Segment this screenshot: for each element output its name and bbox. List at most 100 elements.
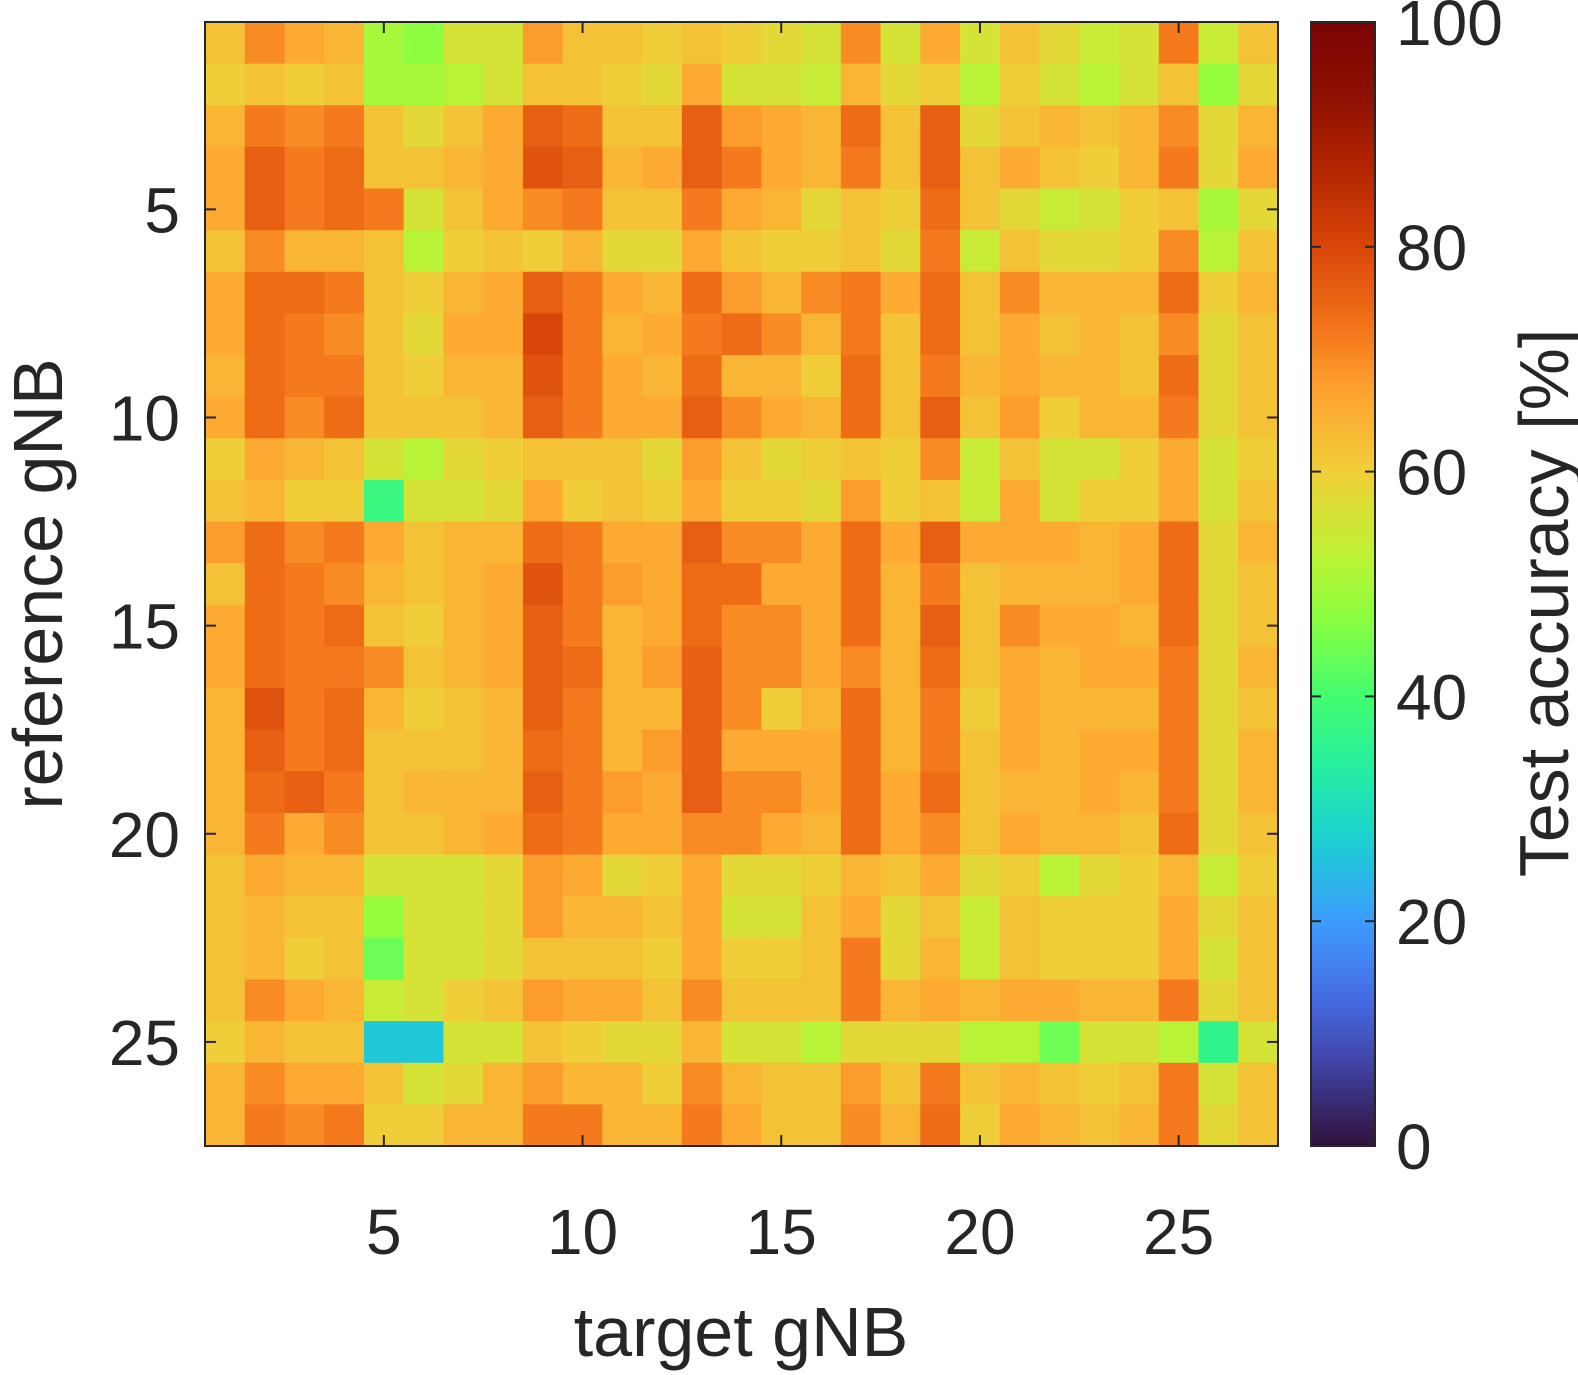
heatmap-cell [1119, 105, 1160, 148]
heatmap-cell [721, 396, 762, 439]
y-tick-label: 10 [109, 382, 180, 454]
heatmap-cell [642, 438, 683, 481]
heatmap-cell [761, 355, 802, 398]
heatmap-cell [880, 771, 921, 814]
heatmap-cell [761, 979, 802, 1022]
heatmap-cell [721, 271, 762, 315]
heatmap-cell [1039, 479, 1080, 523]
colorbar-tick-label: 20 [1396, 886, 1467, 958]
heatmap-cell [1238, 937, 1279, 981]
heatmap-cell [999, 1062, 1041, 1105]
heatmap-cell [840, 438, 882, 481]
heatmap-cell [443, 22, 484, 65]
heatmap-cell [761, 396, 802, 439]
heatmap-cell [1198, 521, 1239, 564]
heatmap-cell [483, 105, 524, 148]
heatmap-cell [244, 230, 286, 273]
heatmap-cell [840, 854, 882, 897]
heatmap-cell [761, 563, 802, 606]
heatmap-cell [443, 230, 484, 273]
heatmap-cell [1198, 188, 1239, 231]
heatmap-cell [522, 313, 564, 356]
heatmap-cell [999, 63, 1041, 106]
heatmap-cell [443, 521, 484, 564]
heatmap-cell [920, 1104, 961, 1147]
heatmap-cell [642, 63, 683, 106]
heatmap-cell [920, 1062, 961, 1105]
heatmap-cell [1198, 105, 1239, 148]
heatmap-cell [1039, 604, 1080, 648]
heatmap-cell [324, 271, 365, 315]
heatmap-cell [721, 688, 762, 731]
heatmap-cell [1119, 854, 1160, 897]
heatmap-cell [801, 937, 842, 981]
heatmap-cell [880, 63, 921, 106]
heatmap-cell [483, 896, 524, 939]
heatmap-cell [801, 521, 842, 564]
heatmap-cell [801, 355, 842, 398]
heatmap-cell [443, 355, 484, 398]
heatmap-cell [205, 646, 246, 689]
heatmap-cell [681, 979, 723, 1022]
heatmap-cell [880, 313, 921, 356]
heatmap-cell [920, 271, 961, 315]
heatmap-cell [642, 979, 683, 1022]
heatmap-cell [244, 521, 286, 564]
heatmap-cell [1079, 146, 1120, 190]
heatmap-cell [681, 479, 723, 523]
heatmap-cell [443, 563, 484, 606]
heatmap-cell [522, 230, 564, 273]
heatmap-cell [999, 937, 1041, 981]
heatmap-cell [483, 271, 524, 315]
heatmap-cell [363, 1021, 405, 1064]
heatmap-cell [642, 1021, 683, 1064]
heatmap-cell [602, 396, 643, 439]
heatmap-cell [1238, 854, 1279, 897]
heatmap-cell [920, 937, 961, 981]
heatmap-cell [920, 604, 961, 648]
heatmap-cell [443, 979, 484, 1022]
heatmap-cell [602, 271, 643, 315]
heatmap-cell [483, 1062, 524, 1105]
heatmap-cell [284, 563, 325, 606]
heatmap-cell [1079, 355, 1120, 398]
heatmap-cell [443, 896, 484, 939]
heatmap-cell [1119, 729, 1160, 772]
heatmap-cell [999, 146, 1041, 190]
y-axis-label: reference gNB [0, 358, 77, 809]
heatmap-cell [443, 63, 484, 106]
heatmap-cell [721, 230, 762, 273]
y-tick-label: 25 [109, 1007, 180, 1079]
heatmap-cell [1158, 729, 1200, 772]
heatmap-cell [642, 355, 683, 398]
heatmap-cell [960, 896, 1001, 939]
heatmap-cell [324, 812, 365, 856]
heatmap-cell [363, 771, 405, 814]
heatmap-cell [284, 230, 325, 273]
heatmap-cell [562, 146, 604, 190]
x-tick-label: 15 [746, 1196, 817, 1268]
heatmap-cell [1119, 313, 1160, 356]
heatmap-cell [403, 479, 445, 523]
heatmap-cell [920, 188, 961, 231]
heatmap-cell [1079, 22, 1120, 65]
heatmap-cell [960, 188, 1001, 231]
heatmap-cell [483, 646, 524, 689]
heatmap-cell [920, 146, 961, 190]
heatmap-cell [363, 188, 405, 231]
heatmap-cell [681, 63, 723, 106]
heatmap-cell [920, 479, 961, 523]
heatmap-cell [522, 22, 564, 65]
heatmap-cell [721, 1104, 762, 1147]
heatmap-cell [721, 1062, 762, 1105]
heatmap-cell [205, 22, 246, 65]
heatmap-cell [522, 146, 564, 190]
heatmap-cell [880, 812, 921, 856]
heatmap-cell [801, 729, 842, 772]
heatmap-cell [403, 646, 445, 689]
heatmap-cell [1238, 438, 1279, 481]
heatmap-cell [1119, 271, 1160, 315]
heatmap-cell [443, 771, 484, 814]
heatmap-cell [324, 188, 365, 231]
heatmap-cell [244, 854, 286, 897]
